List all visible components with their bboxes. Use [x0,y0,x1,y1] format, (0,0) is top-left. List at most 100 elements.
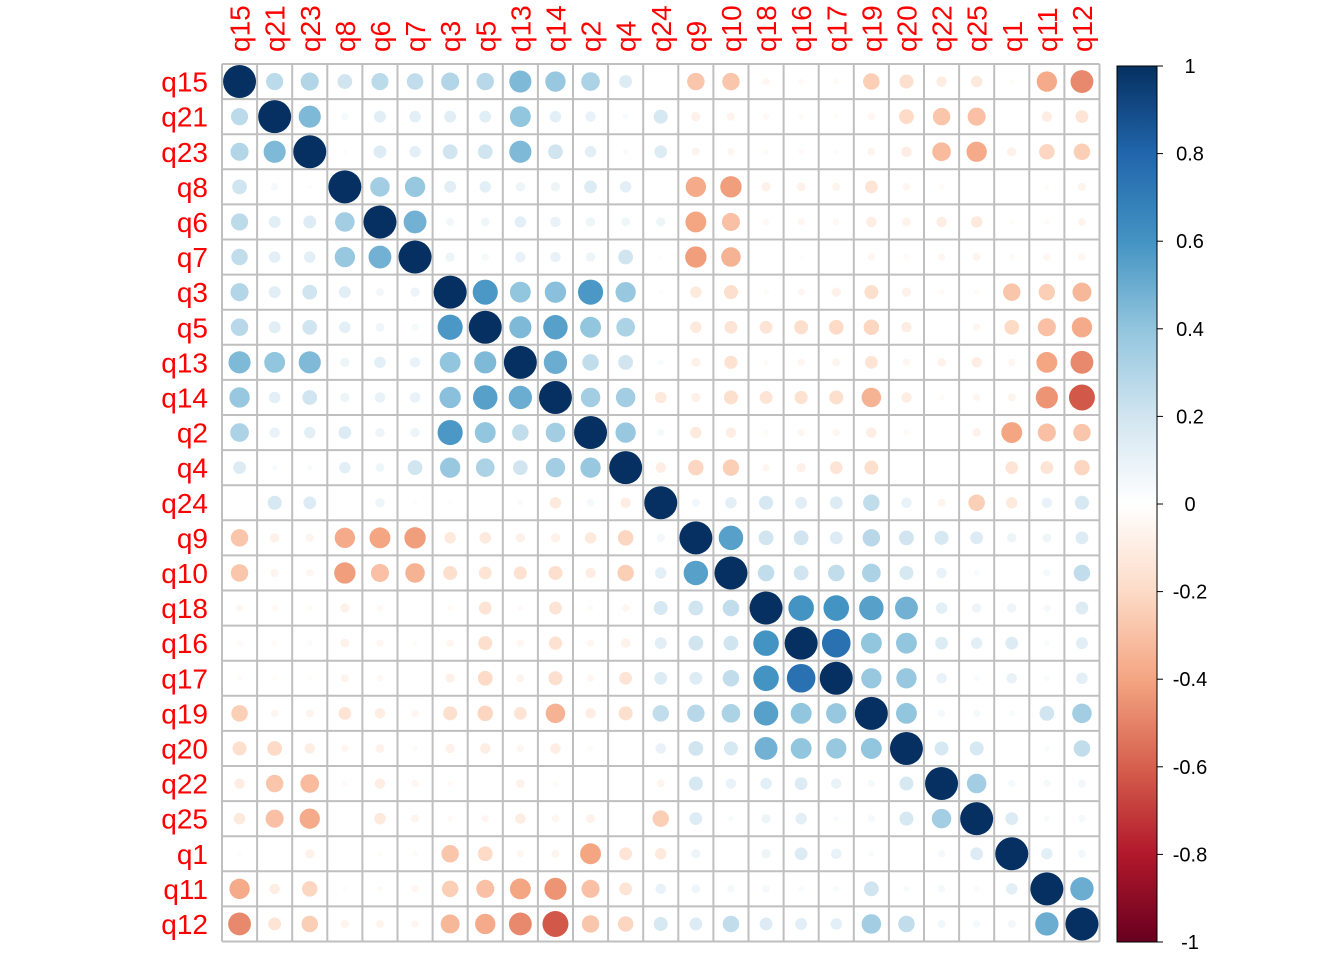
corr-circle-q23-q24 [654,145,668,159]
corr-circle-q3-q21 [268,286,281,299]
corr-circle-q21-q25 [967,107,986,126]
corr-circle-q14-q24 [655,391,667,404]
colorbar-tick-label: 0.8 [1176,144,1204,166]
corr-circle-q21-q16 [798,113,805,120]
corr-circle-q22-q18 [760,777,772,790]
corr-circle-q13-q13 [503,345,537,379]
corr-circle-q10-q9 [683,560,709,586]
corr-circle-q22-q25 [966,773,987,794]
corr-circle-q1-q11 [1041,848,1053,860]
corr-circle-q11-q23 [302,881,318,897]
corr-circle-q19-q7 [411,709,419,718]
corr-circle-q21-q11 [1041,111,1053,122]
column-label-q7: q7 [400,21,431,52]
corr-circle-q18-q13 [517,605,524,611]
row-label-q6: q6 [177,207,208,238]
corr-circle-q18-q14 [549,601,562,615]
corr-circle-q17-q5 [477,670,493,686]
corr-circle-q25-q13 [515,813,526,824]
corr-circle-q8-q16 [796,182,806,192]
row-label-q8: q8 [177,172,208,203]
corr-circle-q7-q7 [398,240,432,274]
corr-circle-q8-q22 [938,183,945,190]
corr-circle-q12-q6 [375,919,384,928]
corr-circle-q18-q19 [859,595,884,621]
row-label-q11: q11 [163,874,208,905]
corr-circle-q13-q8 [340,357,350,368]
corr-circle-q3-q11 [1038,283,1056,301]
corr-circle-q17-q25 [973,675,980,682]
corr-circle-q23-q21 [263,140,286,163]
corr-circle-q24-q19 [863,494,880,511]
corr-circle-q13-q11 [1036,351,1058,373]
corr-circle-q11-q20 [903,885,910,892]
corr-circle-q6-q24 [656,217,666,227]
corr-circle-q20-q6 [375,744,385,753]
corr-circle-q22-q9 [688,776,703,791]
corr-circle-q7-q20 [903,254,910,260]
corr-circle-q20-q16 [790,738,812,759]
corr-circle-q3-q12 [1072,282,1092,302]
corr-circle-q16-q17 [821,628,851,658]
corr-circle-q23-q4 [622,148,629,155]
corr-circle-q18-q16 [788,595,814,621]
corr-circle-q15-q19 [863,73,880,90]
corr-circle-q8-q21 [270,183,279,191]
corr-circle-q25-q1 [1005,812,1019,826]
corr-circle-q4-q14 [545,457,566,478]
corr-circle-q9-q23 [305,533,314,542]
corr-circle-q7-q21 [268,251,281,263]
corr-circle-q15-q9 [687,72,705,91]
corr-circle-q3-q7 [410,287,420,297]
corr-circle-q16-q14 [548,636,563,650]
corr-circle-q25-q12 [1078,814,1086,823]
corr-circle-q19-q23 [305,709,314,718]
corr-circle-q24-q6 [375,498,385,508]
corr-circle-q10-q5 [478,566,492,580]
corr-circle-q3-q18 [763,289,769,296]
corr-circle-q14-q11 [1035,386,1058,409]
corr-circle-q9-q1 [1007,533,1017,543]
column-label-q21: q21 [260,5,291,52]
corr-circle-q24-q10 [725,497,737,509]
corr-circle-q21-q4 [622,113,629,120]
corr-circle-q21-q21 [258,100,292,134]
corr-circle-q21-q8 [341,112,349,121]
corr-circle-q9-q2 [584,532,597,544]
corr-circle-q4-q8 [339,461,351,474]
colorbar-tick-label: -0.8 [1173,844,1207,866]
column-label-q3: q3 [435,21,466,52]
corr-circle-q6-q21 [268,216,281,228]
corr-circle-q15-q22 [936,76,947,87]
column-label-q15: q15 [225,5,256,52]
corr-circle-q2-q15 [230,423,249,442]
corr-circle-q19-q3 [443,706,458,721]
corr-circle-q20-q9 [688,741,704,756]
corr-circle-q3-q5 [472,279,498,305]
corr-circle-q2-q9 [690,426,702,439]
corr-circle-q12-q18 [759,917,773,931]
corr-circle-q10-q13 [513,566,527,580]
corr-circle-q8-q2 [584,180,597,194]
corr-circle-q3-q20 [901,287,912,297]
corr-circle-q24-q17 [829,496,843,510]
corr-circle-q20-q24 [655,743,666,754]
corr-circle-q3-q6 [375,288,384,297]
column-label-q24: q24 [646,5,677,52]
corr-circle-q17-q12 [1076,672,1088,684]
corr-circle-q5-q6 [375,322,385,332]
corr-circle-q25-q2 [586,814,595,824]
matrix-grid [221,63,1101,943]
corr-circle-q15-q14 [545,71,566,92]
corr-circle-q20-q15 [232,741,247,756]
corr-circle-q4-q4 [609,451,643,485]
corr-circle-q19-q16 [790,702,812,724]
corr-circle-q6-q8 [335,212,355,232]
corr-circle-q23-q10 [727,148,735,156]
corr-circle-q6-q23 [303,215,317,229]
corr-circle-q7-q9 [685,246,707,268]
corr-circle-q9-q19 [862,529,881,547]
corr-circle-q24-q1 [1006,497,1018,509]
corr-circle-q5-q20 [901,322,912,333]
corr-circle-q4-q6 [375,463,385,473]
